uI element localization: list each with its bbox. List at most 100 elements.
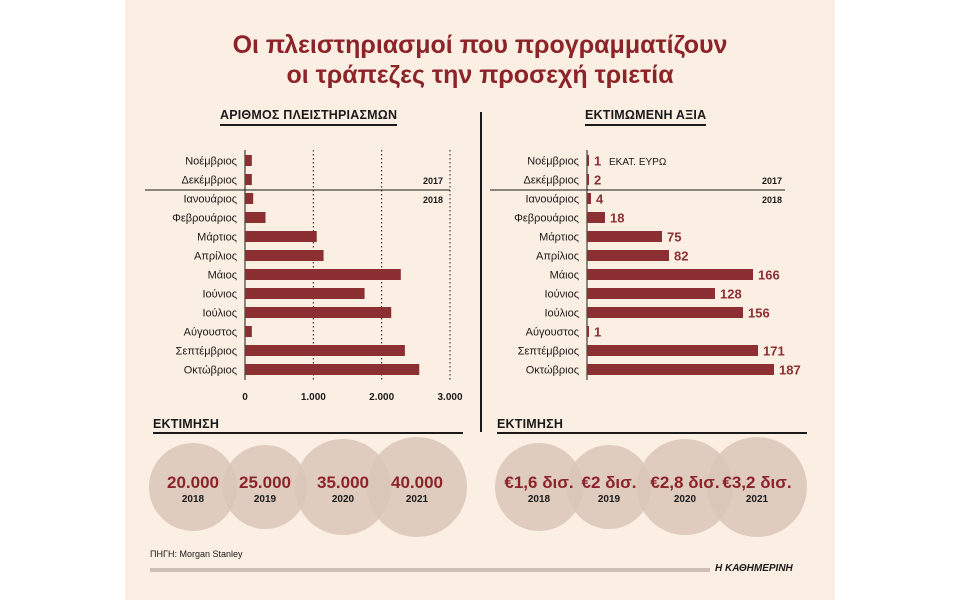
right-category-label: Σεπτέμβριος [518,346,579,358]
right-bar [587,307,743,318]
right-bar-value: 1 [594,154,601,169]
right-bar-value: 166 [758,268,780,283]
left-tick-label: 2.000 [369,392,394,403]
left-bar [245,307,392,318]
left-category-label: Δεκέμβριος [182,175,237,187]
left-category-label: Μάρτιος [197,232,237,244]
left-bar [245,250,324,261]
left-category-label: Απρίλιος [194,251,237,263]
left-bar [245,155,252,166]
right-year-2017: 2017 [762,176,782,186]
left-category-label: Ιούλιος [202,308,237,320]
right-bar [587,250,669,261]
right-unit-label: ΕΚΑΤ. ΕΥΡΩ [609,157,667,168]
left-category-label: Νοέμβριος [185,156,237,168]
left-year-2017: 2017 [423,176,443,186]
left-estimate-value: 40.000 [391,473,443,492]
right-estimate-bubble [707,437,807,537]
left-estimate-bubble [149,443,237,531]
right-bar-chart: 2017 2018 Νοέμβριος 1 Δεκέμβριος 2 Ιανουάριος 4… [490,150,801,380]
left-category-label: Αύγουστος [184,327,237,339]
right-category-label: Δεκέμβριος [524,175,579,187]
right-category-label: Ιανουάριος [525,194,579,206]
right-bar-value: 4 [596,192,604,207]
right-bar-value: 18 [610,211,624,226]
right-estimate-year: 2020 [673,494,697,505]
right-chart-heading: ΕΚΤΙΜΩΜΕΝΗ ΑΞΙΑ [585,108,707,126]
title-line-1: Οι πλειστηριασμοί που προγραμματίζουν [232,31,728,59]
right-bar-value: 1 [594,325,601,340]
right-bar [587,364,774,375]
left-chart-heading: ΑΡΙΘΜΟΣ ΠΛΕΙΣΤΗΡΙΑΣΜΩΝ [220,108,398,126]
source-note: ΠΗΓΗ: Morgan Stanley [150,549,243,559]
right-estimate-value: €3,2 δισ. [722,473,792,492]
right-category-label: Οκτώβριος [526,365,579,377]
right-estimate-heading: ΕΚΤΙΜΗΣΗ [497,417,564,431]
left-tick-label: 3.000 [437,392,462,403]
left-estimate-year: 2018 [181,494,205,505]
brand-logo: Η ΚΑΘΗΜΕΡΙΝΗ [715,563,793,574]
right-bar-value: 75 [667,230,681,245]
center-divider [480,112,482,432]
right-category-label: Ιούνιος [544,289,579,301]
right-estimate-bubble [495,443,583,531]
right-category-label: Μάιος [550,270,579,282]
right-category-label: Ιούλιος [544,308,579,320]
left-estimate-bubble [367,437,467,537]
footer-rule [150,568,710,572]
left-bar [245,326,252,337]
right-bar-value: 2 [594,173,601,188]
right-year-2018: 2018 [762,195,782,205]
right-estimate-year: 2019 [597,494,621,505]
right-estimate-bubble [567,445,651,529]
left-category-label: Σεπτέμβριος [176,346,237,358]
left-tick-label: 1.000 [301,392,326,403]
right-bar [587,231,662,242]
right-bar [587,212,605,223]
right-category-label: Φεβρουάριος [514,213,579,225]
left-year-2018: 2018 [423,195,443,205]
left-bar [245,269,401,280]
left-tick-label: 0 [242,392,248,403]
title-line-2: οι τράπεζες την προσεχή τριετία [286,61,674,89]
right-bar [587,269,753,280]
left-bar [245,174,252,185]
left-bar [245,212,266,223]
left-category-label: Μάιος [208,270,237,282]
right-estimate-year: 2018 [527,494,551,505]
right-category-label: Νοέμβριος [527,156,579,168]
left-estimate-value: 35.000 [317,473,369,492]
left-estimate-year: 2020 [331,494,355,505]
right-bar-value: 156 [748,306,770,321]
right-estimate-year: 2021 [745,494,769,505]
left-estimate-year: 2019 [253,494,277,505]
right-bar [587,174,589,185]
left-estimate-year: 2021 [405,494,429,505]
left-estimate-bubble [223,445,307,529]
infographic-panel: Οι πλειστηριασμοί που προγραμματίζουν οι… [125,0,835,600]
right-estimate-rule [497,432,807,434]
right-bar [587,193,591,204]
right-bar [587,288,715,299]
right-bar-value: 171 [763,344,785,359]
right-estimate-value: €2,8 δισ. [650,473,720,492]
right-estimate-value: €2 δισ. [581,473,637,492]
left-category-label: Φεβρουάριος [172,213,237,225]
right-bar [587,155,589,166]
left-estimate-value: 20.000 [167,473,219,492]
left-estimate-value: 25.000 [239,473,291,492]
right-bar [587,326,589,337]
left-estimate-rule [153,432,463,434]
left-category-label: Ιούνιος [202,289,237,301]
left-bar [245,231,317,242]
left-bar-chart: 2017 2018 Νοέμβριος Δεκέμβριος Ιανουάριος Φεβ… [145,150,463,403]
right-estimate-bubble [637,439,733,535]
right-bar [587,345,758,356]
left-bar [245,345,405,356]
left-category-label: Οκτώβριος [184,365,237,377]
right-category-label: Μάρτιος [539,232,579,244]
estimate-bubbles [149,437,807,537]
right-bar-value: 187 [779,363,801,378]
right-estimate-value: €1,6 δισ. [504,473,574,492]
left-bar [245,193,254,204]
